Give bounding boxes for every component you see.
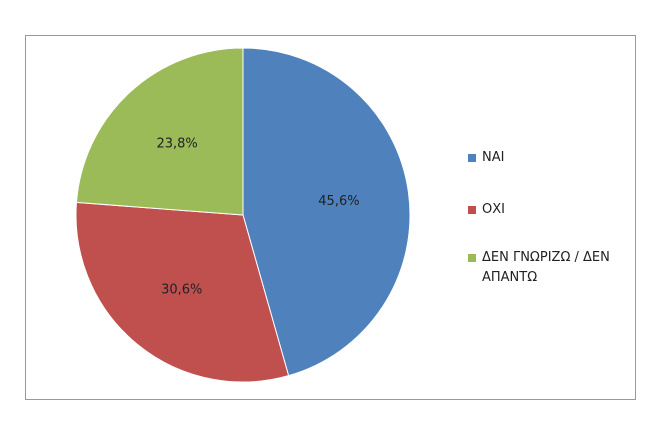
pie-slice [75,47,244,216]
legend-swatch [468,254,476,262]
legend-swatch [468,206,476,214]
pie-slice [75,201,290,383]
pie-slice [242,47,411,377]
data-label: 45,6% [318,194,359,209]
legend-label: ΟΧΙ [482,202,505,217]
data-label: 30,6% [161,283,202,298]
legend-item: ΝΑΙ [468,148,643,168]
legend-label: ΔΕΝ ΓΝΩΡΙΖΩ / ΔΕΝ ΑΠΑΝΤΩ [482,250,610,285]
legend-label: ΝΑΙ [482,150,505,165]
legend-item: ΟΧΙ [468,200,643,220]
chart-frame [25,35,636,400]
legend-swatch [468,154,476,162]
data-label: 23,8% [156,136,197,151]
legend-item: ΔΕΝ ΓΝΩΡΙΖΩ / ΔΕΝ ΑΠΑΝΤΩ [468,248,643,288]
